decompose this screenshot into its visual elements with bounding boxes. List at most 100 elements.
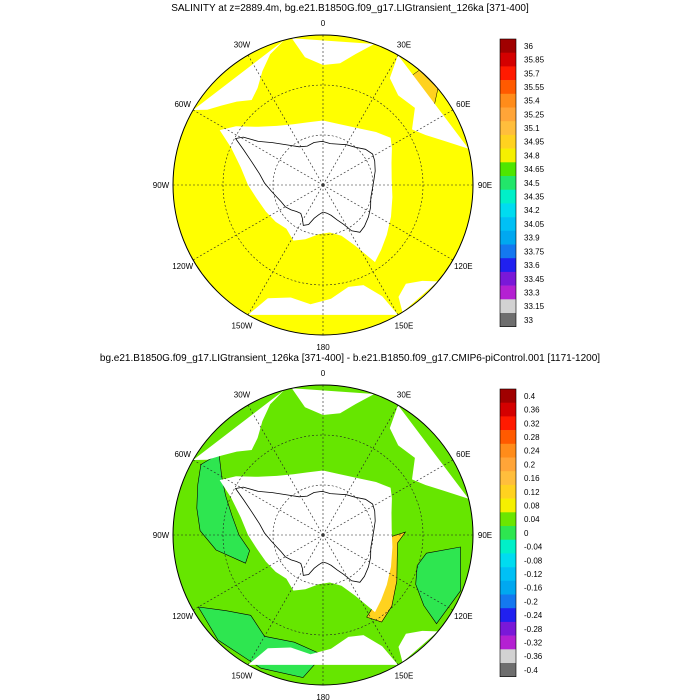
panel-bottom-colorbar-label: 0.28	[524, 433, 540, 442]
panel-top-colorbar-swatch	[500, 258, 516, 273]
panel-top-nodata-pacific	[248, 285, 398, 315]
panel-bottom-colorbar-label: -0.32	[524, 639, 543, 648]
panel-bottom-lon-label: 60E	[456, 450, 470, 459]
panel-bottom-colorbar-label: -0.2	[524, 597, 538, 606]
panel-bottom-colorbar-label: 0.12	[524, 488, 540, 497]
panel-bottom-colorbar-swatch	[500, 402, 516, 417]
panel-bottom-lon-label: 30W	[234, 391, 251, 400]
panel-bottom-colorbar: 0.4 0.36 0.32 0.28 0.24 0.2 0.16 0.12 0.08 0.04 0 -…	[499, 388, 543, 678]
panel-bottom-colorbar-label: -0.24	[524, 611, 543, 620]
panel-bottom-nodata-ridge	[291, 388, 375, 415]
panel-top-colorbar-label: 35.85	[524, 56, 545, 65]
panel-top-title: SALINITY at z=2889.4m, bg.e21.B1850G.f09…	[171, 3, 529, 14]
panel-bottom-lon-label: 180	[316, 693, 330, 700]
panel-bottom-graticule	[173, 385, 473, 685]
panel-bottom-colorbar-swatch	[500, 608, 516, 623]
panel-bottom-colorbar-label: 0.08	[524, 502, 540, 511]
panel-top-colorbar-label: 33	[524, 316, 533, 325]
panel-top-colorbar-label: 34.35	[524, 193, 545, 202]
panel-top-colorbar-swatch	[500, 189, 516, 204]
panel-top-colorbar-swatch	[500, 313, 516, 327]
panel-top: SALINITY at z=2889.4m, bg.e21.B1850G.f09…	[153, 3, 545, 352]
panel-top-lon-label: 120W	[172, 262, 193, 271]
panel-top-lon-label: 150W	[232, 321, 253, 330]
panel-bottom-colorbar-swatch	[500, 416, 516, 431]
panel-top-lon-label: 0	[321, 19, 326, 28]
panel-bottom-colorbar-swatch	[500, 594, 516, 609]
panel-top-colorbar-label: 33.75	[524, 247, 545, 256]
panel-top-lon-label: 150E	[395, 321, 414, 330]
panel-top-colorbar-swatch	[500, 93, 516, 108]
panel-bottom-lon-label: 90E	[478, 531, 492, 540]
panel-bottom-lon-label: 150E	[395, 671, 414, 680]
panel-top-colorbar-swatch	[500, 134, 516, 149]
panel-bottom-colorbar-swatch	[500, 539, 516, 554]
panel-bottom-lon-label: 90W	[153, 531, 170, 540]
panel-top-lon-label: 180	[316, 343, 330, 352]
panel-bottom-colorbar-swatch	[500, 580, 516, 595]
panel-bottom-colorbar-label: 0.24	[524, 447, 540, 456]
panel-top-colorbar-swatch	[500, 66, 516, 81]
panel-top-colorbar-label: 35.55	[524, 83, 545, 92]
panel-bottom-colorbar-label: -0.28	[524, 625, 543, 634]
panel-top-nodata-kerguelen	[389, 55, 469, 149]
panel-top-nodata-americas	[193, 40, 285, 110]
panel-bottom-colorbar-swatch	[500, 553, 516, 568]
panel-bottom-colorbar-swatch	[500, 567, 516, 582]
panel-bottom-colorbar-swatch	[500, 526, 516, 540]
panel-top-colorbar-swatch	[500, 244, 516, 259]
panel-bottom-lon-label: 0	[321, 369, 326, 378]
panel-bottom-lon-label: 150W	[232, 671, 253, 680]
panel-bottom-colorbar-swatch	[500, 389, 516, 403]
panel-top-colorbar-label: 33.6	[524, 261, 540, 270]
panel-top-colorbar-swatch	[500, 121, 516, 136]
panel-bottom-colorbar-swatch	[500, 430, 516, 445]
panel-top-colorbar: 36 35.85 35.7 35.55 35.4 35.25 35.1 34.95 34.8 34…	[499, 38, 545, 328]
panel-bottom-colorbar-swatch	[500, 635, 516, 650]
panel-bottom-colorbar-swatch	[500, 649, 516, 664]
panel-top-lon-label: 60E	[456, 100, 470, 109]
panel-top-colorbar-label: 35.25	[524, 110, 545, 119]
panel-bottom-colorbar-swatch	[500, 457, 516, 472]
panel-top-colorbar-swatch	[500, 176, 516, 190]
panel-top-colorbar-label: 34.8	[524, 151, 540, 160]
panel-bottom-contour-region	[415, 546, 462, 625]
panel-top-colorbar-label: 33.15	[524, 302, 545, 311]
panel-top-colorbar-swatch	[500, 271, 516, 286]
panel-bottom-colorbar-label: -0.08	[524, 556, 543, 565]
panel-top-nodata-ridge	[291, 38, 375, 65]
panel-bottom-lon-label: 60W	[174, 450, 191, 459]
panel-bottom-map-boundary	[172, 384, 474, 686]
panel-bottom-colorbar-label: -0.16	[524, 584, 543, 593]
panel-top-colorbar-swatch	[500, 148, 516, 163]
panel-bottom-colorbar-label: 0.2	[524, 460, 536, 469]
panel-top-colorbar-label: 36	[524, 42, 533, 51]
panel-top-colorbar-label: 34.65	[524, 165, 545, 174]
panel-top-colorbar-swatch	[500, 162, 516, 177]
panel-bottom-colorbar-swatch	[500, 663, 516, 677]
panel-top-graticule	[173, 35, 473, 335]
panel-top-colorbar-label: 35.4	[524, 97, 540, 106]
panel-top-lon-label: 30W	[234, 41, 251, 50]
panel-top-lon-label: 60W	[174, 100, 191, 109]
panel-top-map	[173, 35, 473, 335]
panel-bottom-colorbar-swatch	[500, 498, 516, 513]
panel-bottom-colorbar-swatch	[500, 512, 516, 527]
panel-top-colorbar-label: 34.2	[524, 206, 540, 215]
panel-bottom-map	[173, 385, 473, 685]
panel-top-colorbar-swatch	[500, 230, 516, 245]
panel-bottom-nodata-pacific	[248, 635, 398, 665]
panel-bottom-lon-label: 120W	[172, 612, 193, 621]
panel-bottom-colorbar-label: 0.04	[524, 515, 540, 524]
panel-top-colorbar-label: 35.7	[524, 69, 540, 78]
panel-top-colorbar-label: 33.45	[524, 275, 545, 284]
panel-top-colorbar-label: 35.1	[524, 124, 540, 133]
panel-bottom-colorbar-label: 0.4	[524, 392, 536, 401]
panel-bottom-lon-label: 120E	[454, 612, 473, 621]
panel-top-colorbar-swatch	[500, 203, 516, 218]
panel-bottom-nodata-tasman	[398, 630, 438, 663]
panel-bottom-colorbar-label: -0.12	[524, 570, 543, 579]
panel-top-colorbar-swatch	[500, 285, 516, 300]
panel-top-colorbar-label: 34.05	[524, 220, 545, 229]
